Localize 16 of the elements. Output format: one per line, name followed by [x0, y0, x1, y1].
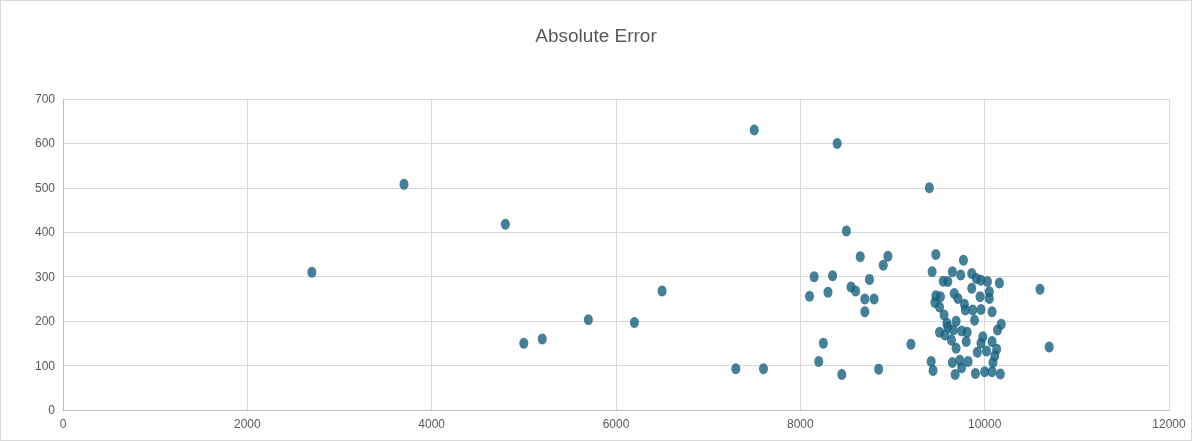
x-tick-label: 2000 [233, 417, 261, 431]
chart-title: Absolute Error [535, 25, 658, 46]
x-tick-label: 10000 [967, 417, 1002, 431]
x-tick-label: 12000 [1152, 417, 1187, 431]
y-tick-label: 700 [34, 92, 56, 106]
x-tick-label: 0 [59, 417, 67, 431]
x-tick-label: 6000 [602, 417, 630, 431]
y-tick-label: 500 [34, 180, 56, 195]
x-tick-label: 4000 [418, 417, 446, 431]
y-tick-label: 200 [34, 314, 56, 329]
y-tick-label: 300 [34, 269, 56, 284]
x-tick-label: 8000 [786, 417, 814, 431]
y-tick-label: 400 [34, 225, 56, 240]
y-tick-label: 600 [34, 136, 56, 151]
y-tick-label: 0 [48, 403, 56, 417]
y-tick-label: 100 [34, 358, 56, 373]
